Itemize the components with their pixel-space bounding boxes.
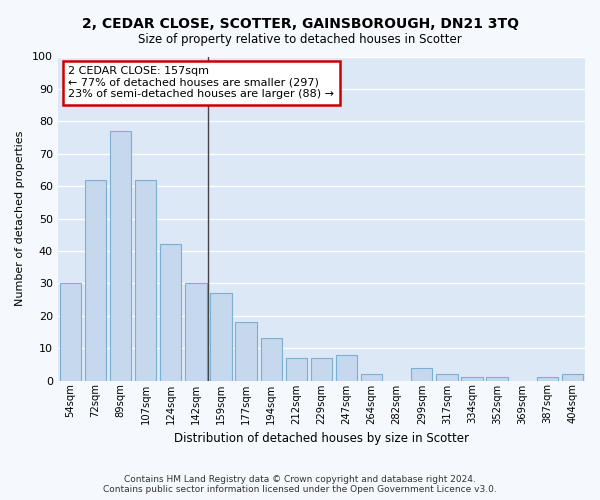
Bar <box>311 358 332 380</box>
Bar <box>562 374 583 380</box>
Y-axis label: Number of detached properties: Number of detached properties <box>15 131 25 306</box>
Bar <box>411 368 433 380</box>
Bar <box>185 284 206 380</box>
Bar <box>135 180 157 380</box>
Text: 2 CEDAR CLOSE: 157sqm
← 77% of detached houses are smaller (297)
23% of semi-det: 2 CEDAR CLOSE: 157sqm ← 77% of detached … <box>68 66 334 100</box>
Text: Size of property relative to detached houses in Scotter: Size of property relative to detached ho… <box>138 32 462 46</box>
Text: Contains HM Land Registry data © Crown copyright and database right 2024.
Contai: Contains HM Land Registry data © Crown c… <box>103 474 497 494</box>
Bar <box>235 322 257 380</box>
Text: 2, CEDAR CLOSE, SCOTTER, GAINSBOROUGH, DN21 3TQ: 2, CEDAR CLOSE, SCOTTER, GAINSBOROUGH, D… <box>82 18 518 32</box>
Bar <box>361 374 382 380</box>
Bar <box>436 374 458 380</box>
Bar <box>536 378 558 380</box>
Bar <box>110 131 131 380</box>
Bar <box>286 358 307 380</box>
Bar <box>487 378 508 380</box>
Bar <box>160 244 181 380</box>
Bar <box>260 338 282 380</box>
Bar <box>59 284 81 380</box>
Bar <box>461 378 482 380</box>
X-axis label: Distribution of detached houses by size in Scotter: Distribution of detached houses by size … <box>174 432 469 445</box>
Bar <box>336 354 357 380</box>
Bar <box>85 180 106 380</box>
Bar <box>211 293 232 380</box>
